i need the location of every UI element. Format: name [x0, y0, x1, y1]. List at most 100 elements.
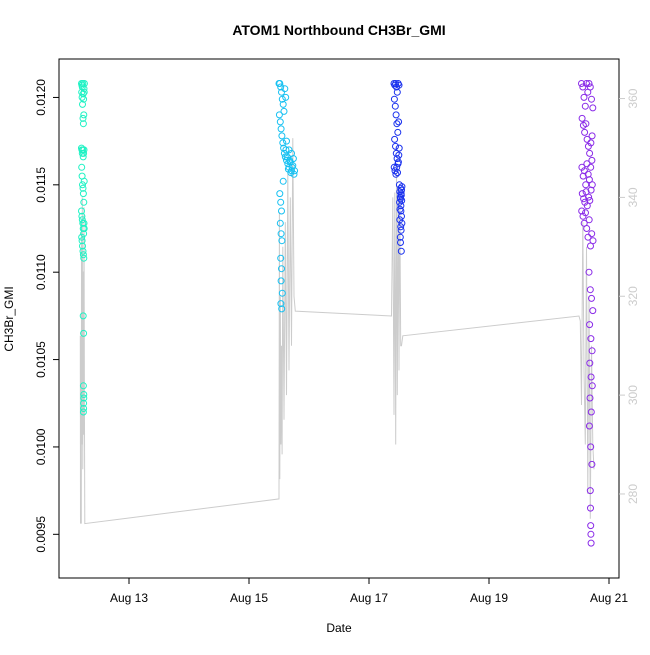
data-point-series-3	[396, 216, 404, 224]
x-tick-label: Aug 17	[350, 591, 388, 605]
data-point-series-1	[79, 100, 86, 108]
data-point-series-1	[80, 405, 88, 412]
data-point-series-1	[79, 408, 87, 416]
data-point-series-1	[79, 190, 87, 198]
data-point-series-3	[397, 223, 405, 231]
data-point-series-4	[581, 128, 589, 136]
data-point-series-4	[588, 230, 596, 238]
data-point-series-1	[80, 198, 88, 206]
data-point-series-3	[397, 195, 404, 203]
x-tick-label: Aug 15	[230, 591, 268, 605]
data-point-series-2	[282, 93, 290, 101]
data-point-series-1	[79, 120, 87, 128]
data-point-series-2	[278, 265, 285, 273]
y-axis-label: CH3Br_GMI	[2, 286, 16, 351]
data-point-series-1	[80, 85, 88, 93]
y-left-tick-label: 0.0110	[34, 254, 48, 290]
data-point-series-1	[79, 114, 87, 122]
data-point-series-1	[79, 181, 86, 189]
data-point-series-4	[578, 114, 586, 122]
data-point-series-4	[588, 132, 596, 140]
data-point-series-3	[394, 128, 402, 136]
data-point-series-3	[397, 226, 405, 234]
data-point-series-4	[587, 408, 595, 416]
data-point-series-1	[80, 391, 88, 398]
data-point-series-4	[587, 539, 595, 547]
data-point-series-2	[282, 146, 290, 154]
data-point-series-2	[281, 85, 289, 93]
data-point-series-4	[585, 268, 593, 276]
data-point-series-4	[587, 335, 595, 343]
y-right-tick-label: 300	[626, 385, 640, 405]
data-point-series-1	[80, 177, 88, 185]
data-point-series-4	[584, 233, 592, 241]
data-point-series-2	[288, 149, 295, 157]
data-point-series-3	[395, 151, 403, 159]
data-point-series-4	[586, 321, 594, 329]
data-point-series-2	[286, 156, 294, 164]
y-right-tick-label: 340	[626, 187, 640, 207]
data-point-series-4	[585, 193, 593, 201]
data-point-series-4	[580, 93, 588, 101]
data-point-series-1	[78, 163, 86, 171]
data-point-series-3	[397, 207, 405, 215]
y-left-tick-label: 0.0100	[34, 428, 48, 465]
data-point-series-3	[395, 118, 403, 126]
data-point-series-4	[589, 307, 597, 315]
data-point-series-2	[278, 289, 286, 297]
data-point-series-1	[79, 242, 86, 250]
data-point-series-2	[287, 169, 295, 177]
data-point-series-4	[582, 181, 590, 189]
data-point-series-1	[80, 88, 88, 96]
data-point-series-4	[578, 80, 585, 87]
data-point-series-4	[586, 487, 594, 495]
data-point-series-3	[393, 155, 401, 163]
plot-area-frame	[58, 58, 620, 579]
data-point-series-4	[586, 359, 594, 367]
data-point-series-3	[395, 81, 403, 89]
data-point-series-4	[583, 80, 590, 87]
data-point-series-2	[277, 198, 285, 206]
data-point-series-1	[80, 399, 88, 407]
data-point-series-2	[278, 237, 286, 245]
data-point-series-4	[583, 225, 591, 232]
data-point-series-3	[394, 158, 402, 166]
data-point-series-1	[79, 90, 87, 98]
data-point-series-4	[587, 530, 595, 538]
data-point-series-3	[392, 80, 400, 87]
data-point-series-3	[391, 135, 399, 143]
data-point-series-3	[397, 191, 405, 199]
data-point-series-2	[283, 137, 290, 145]
data-point-series-1	[79, 382, 87, 390]
data-point-series-2	[277, 83, 285, 91]
data-point-series-4	[587, 186, 595, 194]
y-axis-left: 0.0095 0.0100 0.0105 0.0110 0.0115 0.0120	[34, 79, 59, 553]
data-point-series-2	[276, 80, 284, 87]
data-point-series-4	[589, 104, 597, 112]
data-point-series-3	[393, 120, 401, 128]
data-point-series-3	[398, 219, 406, 227]
data-point-series-2	[277, 254, 285, 262]
data-point-series-1	[78, 237, 86, 245]
secondary-series-layer	[79, 138, 595, 525]
data-point-series-3	[392, 170, 400, 178]
y-left-tick-label: 0.0115	[34, 167, 48, 203]
data-point-series-4	[585, 422, 593, 430]
data-point-series-3	[391, 102, 399, 110]
y-right-tick-label: 320	[626, 286, 640, 306]
data-point-series-3	[396, 233, 404, 241]
data-point-series-2	[276, 219, 284, 227]
data-point-series-3	[392, 142, 399, 150]
data-point-series-4	[586, 149, 594, 157]
scatter-points-layer	[78, 80, 597, 547]
x-tick-label: Aug 19	[470, 591, 508, 605]
data-point-series-2	[279, 139, 287, 147]
data-point-series-1	[79, 251, 87, 259]
y-left-tick-label: 0.0105	[34, 341, 48, 378]
data-point-series-4	[588, 156, 596, 164]
y-axis-right: 280 300 320 340 360	[619, 88, 640, 504]
data-point-series-4	[580, 167, 588, 175]
data-point-series-2	[283, 156, 290, 164]
